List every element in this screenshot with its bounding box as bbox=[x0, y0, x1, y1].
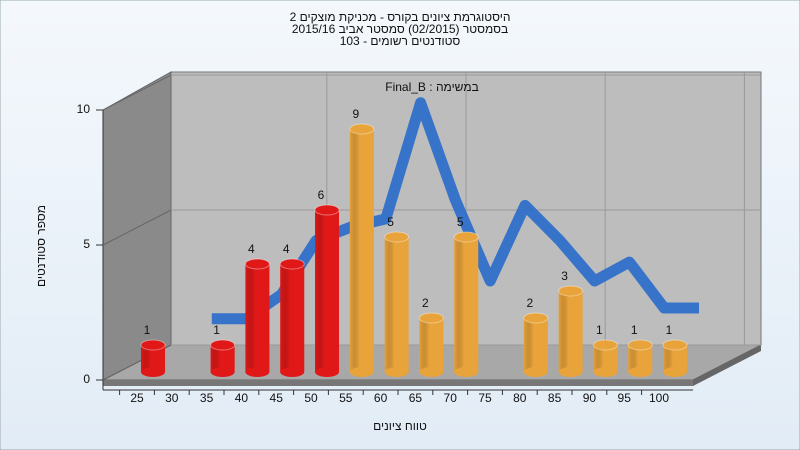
x-tick-label: 50 bbox=[304, 391, 318, 405]
bar-shade bbox=[280, 264, 305, 372]
bar-top bbox=[210, 339, 236, 351]
x-tick-label: 95 bbox=[618, 391, 632, 405]
floor-edge bbox=[103, 380, 693, 386]
bar-shade bbox=[558, 291, 583, 372]
bar-top bbox=[140, 339, 166, 351]
bar-base bbox=[593, 367, 618, 377]
bar-top bbox=[384, 231, 410, 243]
x-tick-label: 60 bbox=[374, 391, 388, 405]
bar-base bbox=[245, 367, 270, 377]
x-tick-label: 55 bbox=[339, 391, 353, 405]
bar-base bbox=[523, 367, 548, 377]
bar-shade bbox=[384, 237, 409, 372]
bar-base bbox=[419, 367, 444, 377]
x-tick-label: 35 bbox=[200, 391, 214, 405]
bar-base bbox=[663, 367, 687, 377]
bar-top bbox=[453, 231, 479, 243]
bar-base bbox=[558, 367, 583, 377]
grid-line bbox=[102, 74, 172, 111]
x-tick-label: 100 bbox=[649, 391, 669, 405]
bar-base bbox=[280, 367, 305, 377]
value-label: 1 bbox=[213, 323, 220, 337]
x-tick-label: 80 bbox=[513, 391, 527, 405]
bar-top bbox=[418, 312, 444, 324]
x-tick-label: 40 bbox=[235, 391, 249, 405]
bar-top bbox=[244, 258, 270, 270]
value-label: 1 bbox=[144, 323, 151, 337]
bar-base bbox=[454, 367, 479, 377]
x-tick-label: 65 bbox=[409, 391, 423, 405]
bar-shade bbox=[245, 264, 270, 372]
bar-shade bbox=[349, 129, 374, 372]
bar-top bbox=[523, 312, 549, 324]
bar-shade bbox=[454, 237, 479, 372]
y-tick-label: 10 bbox=[77, 102, 91, 116]
value-label: 6 bbox=[318, 188, 325, 202]
value-label: 5 bbox=[457, 215, 464, 229]
chart-title: בסמסטר (02/2015) סמסטר אביב 2015/16 bbox=[292, 22, 508, 36]
value-label: 4 bbox=[248, 242, 255, 256]
value-label: 2 bbox=[526, 296, 533, 310]
x-tick-label: 70 bbox=[444, 391, 458, 405]
bar-base bbox=[349, 367, 374, 377]
x-tick-label: 25 bbox=[130, 391, 144, 405]
bar-base bbox=[315, 367, 339, 377]
value-label: 1 bbox=[666, 323, 673, 337]
bar-top bbox=[279, 258, 305, 270]
chart-title: היסטוגרמת ציונים בקורס - מכניקת מוצקים 2 bbox=[290, 10, 511, 24]
value-label: 4 bbox=[283, 242, 290, 256]
value-label: 1 bbox=[631, 323, 638, 337]
bar-shade bbox=[523, 318, 548, 372]
value-label: 9 bbox=[352, 107, 359, 121]
bar-base bbox=[384, 367, 409, 377]
bar-shade bbox=[315, 210, 339, 372]
grid-line bbox=[102, 209, 172, 246]
bar-shade bbox=[419, 318, 444, 372]
bar-base bbox=[628, 367, 653, 377]
bar-top bbox=[662, 339, 688, 351]
bar-base bbox=[210, 367, 235, 377]
value-label: 5 bbox=[387, 215, 394, 229]
y-tick-label: 5 bbox=[83, 237, 90, 251]
x-tick-label: 45 bbox=[270, 391, 284, 405]
bar-top bbox=[592, 339, 618, 351]
bar-top bbox=[314, 204, 340, 216]
annotation: Final_B : במשימה bbox=[385, 80, 479, 94]
x-tick-label: 85 bbox=[548, 391, 562, 405]
y-tick-label: 0 bbox=[83, 372, 90, 386]
value-label: 3 bbox=[561, 269, 568, 283]
bar-top bbox=[627, 339, 653, 351]
value-label: 2 bbox=[422, 296, 429, 310]
value-label: 1 bbox=[596, 323, 603, 337]
x-tick-label: 75 bbox=[478, 391, 492, 405]
bar-base bbox=[141, 367, 165, 377]
bar-top bbox=[558, 285, 584, 297]
x-tick-label: 90 bbox=[583, 391, 597, 405]
y-axis-label: מספר סטודנטים bbox=[34, 205, 48, 287]
bar-top bbox=[349, 123, 375, 135]
floor-side bbox=[693, 345, 761, 386]
x-tick-label: 30 bbox=[165, 391, 179, 405]
x-axis-label: טווח ציונים bbox=[373, 419, 427, 433]
chart-title: סטודנטים רשומים - 103 bbox=[340, 34, 461, 48]
